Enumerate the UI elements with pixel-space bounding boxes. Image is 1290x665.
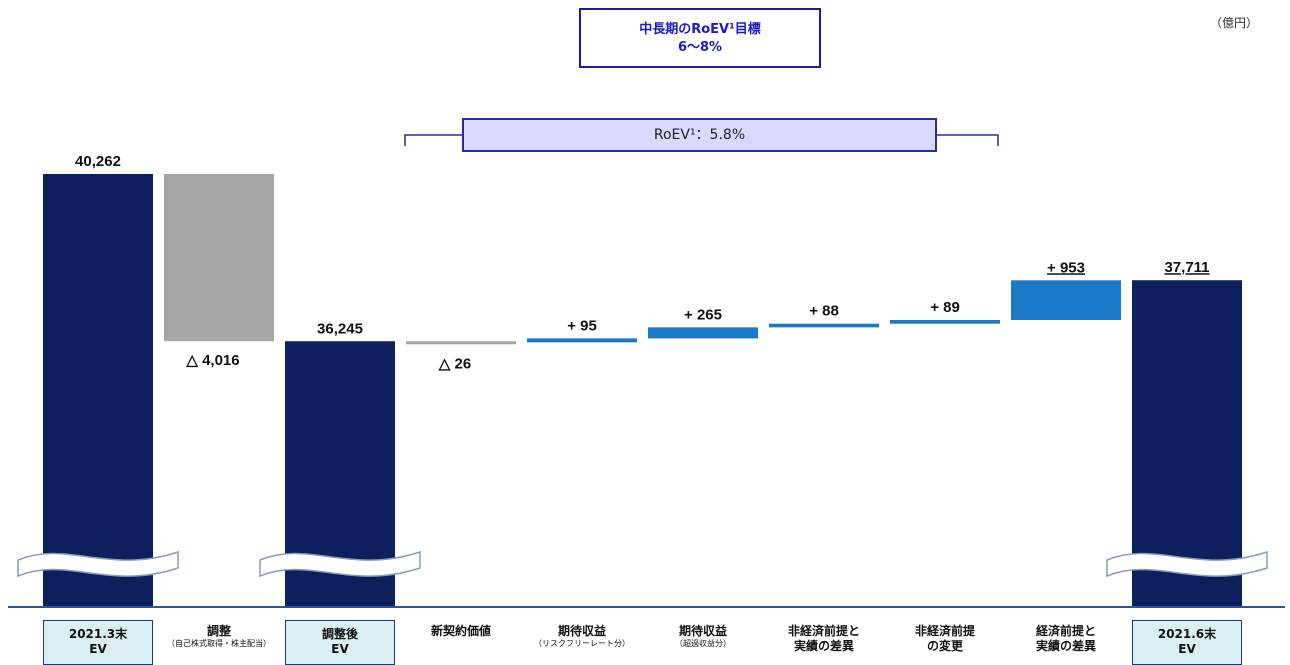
bar-label-2: △ 4,016	[185, 352, 239, 369]
category-line2: EV	[89, 642, 107, 656]
category-line2: EV	[331, 642, 349, 656]
category-label-4: 新契約価値	[406, 620, 516, 665]
category-line1: 調整後	[321, 627, 358, 641]
roev-box: RoEV¹：5.8%	[462, 118, 937, 152]
bar-4	[406, 341, 516, 345]
bar-label-4: △ 26	[438, 355, 471, 372]
bar-label-7: + 88	[809, 303, 839, 320]
bar-5	[527, 338, 637, 343]
category-line1: 調整	[206, 624, 231, 638]
category-line1: 期待収益	[678, 624, 727, 638]
category-note: （超過収益分）	[675, 639, 731, 648]
bar-7	[769, 323, 879, 328]
target-roev-box: 中長期のRoEV¹目標 6～8%	[579, 8, 821, 68]
category-line1: 経済前提と	[1035, 624, 1096, 638]
axis-break-mark-2	[259, 550, 421, 578]
bar-label-9: + 953	[1047, 259, 1085, 276]
bar-label-3: 36,245	[317, 320, 363, 337]
category-line1: 2021.3末	[68, 627, 128, 641]
category-label-7: 非経済前提と 実績の差異	[769, 620, 879, 665]
axis-break-mark-3	[1106, 550, 1268, 578]
bar-6	[648, 327, 758, 339]
category-line2: EV	[1178, 642, 1196, 656]
category-line2: 実績の差異	[1035, 639, 1096, 653]
category-line1: 期待収益	[557, 624, 606, 638]
category-note: （自己株式取得・株主配当）	[167, 639, 271, 648]
category-line1: 新契約価値	[430, 624, 491, 638]
target-roev-title: 中長期のRoEV¹目標	[639, 22, 761, 37]
category-line1: 非経済前提と	[787, 624, 860, 638]
category-label-3: 調整後 EV	[285, 620, 395, 665]
axis-break-mark-1	[17, 550, 179, 578]
bar-label-1: 40,262	[75, 153, 121, 170]
category-line1: 非経済前提	[914, 624, 975, 638]
category-line2: の変更	[926, 639, 963, 653]
bar-9	[1011, 280, 1121, 320]
bar-label-10: 37,711	[1164, 259, 1209, 276]
target-roev-range: 6～8%	[677, 40, 723, 55]
category-label-8: 非経済前提 の変更	[890, 620, 1000, 665]
category-note: （リスクフリーレート分）	[534, 639, 630, 648]
bar-10	[1132, 280, 1242, 607]
category-line1: 2021.6末	[1157, 627, 1217, 641]
bar-label-6: + 265	[684, 306, 722, 323]
bar-label-5: + 95	[567, 317, 597, 334]
category-label-5: 期待収益 （リスクフリーレート分）	[527, 620, 637, 665]
category-label-9: 経済前提と 実績の差異	[1011, 620, 1121, 665]
bar-8	[890, 319, 1000, 324]
bar-label-8: + 89	[930, 299, 960, 316]
unit-label: （億円）	[1209, 16, 1258, 30]
category-label-6: 期待収益 （超過収益分）	[648, 620, 758, 665]
category-label-10: 2021.6末 EV	[1132, 620, 1242, 665]
category-line2: 実績の差異	[793, 639, 854, 653]
bar-2	[164, 174, 274, 342]
bar-1	[43, 174, 153, 607]
category-label-1: 2021.3末 EV	[43, 620, 153, 665]
category-label-2: 調整 （自己株式取得・株主配当）	[164, 620, 274, 665]
